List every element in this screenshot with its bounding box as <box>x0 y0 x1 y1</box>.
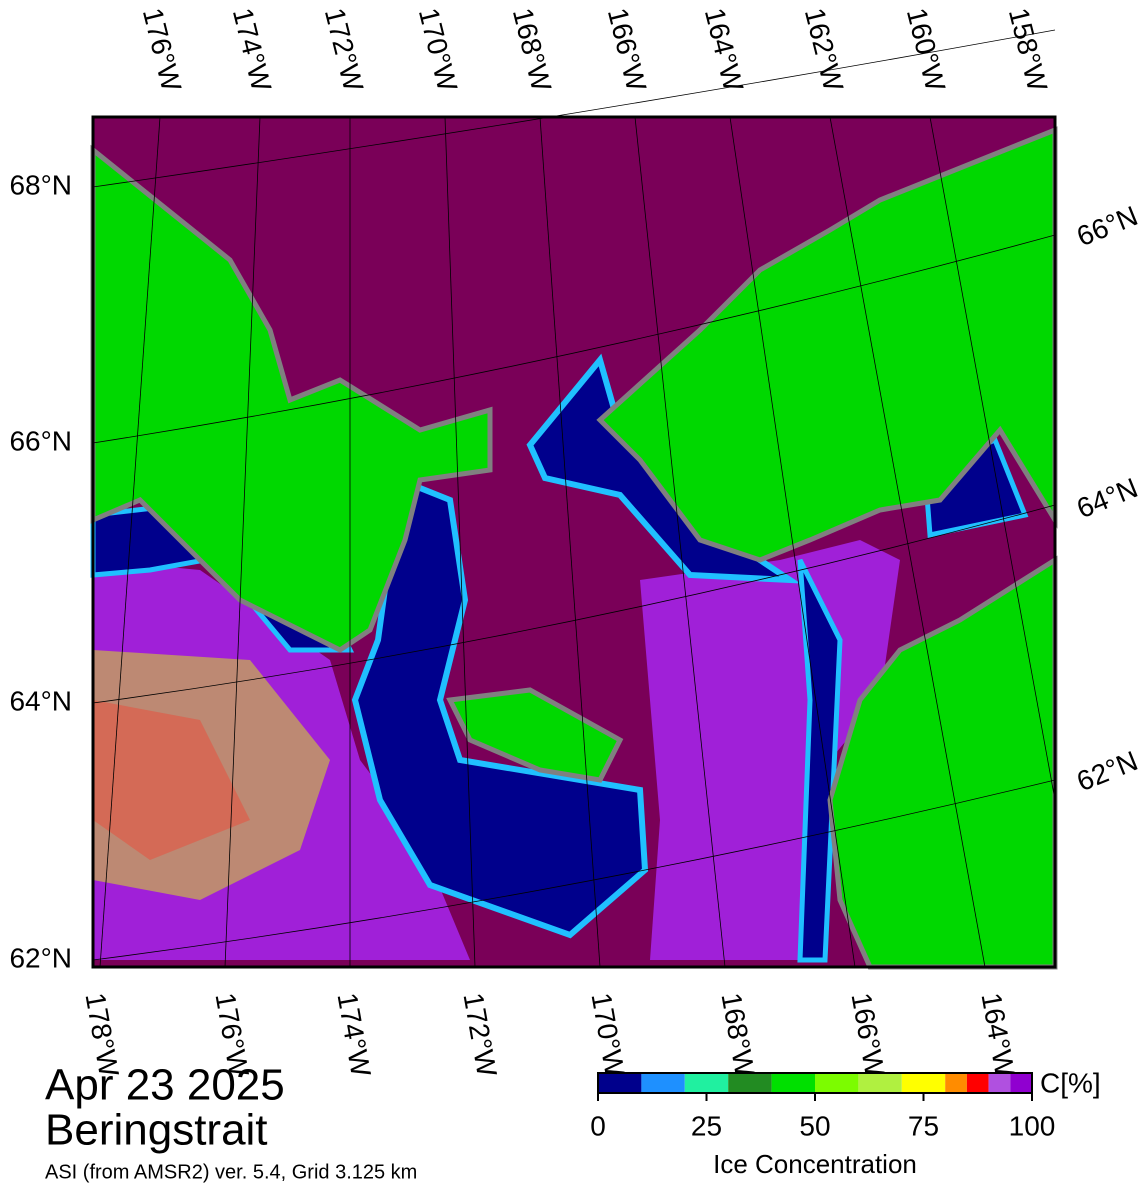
lon-label: 172°W <box>457 990 502 1079</box>
lon-label: 164°W <box>699 5 750 95</box>
colorbar-tick-label: 50 <box>799 1110 830 1141</box>
colorbar-bin <box>945 1073 967 1093</box>
colorbar-label: Ice Concentration <box>713 1149 917 1179</box>
source: ASI (from AMSR2) ver. 5.4, Grid 3.125 km <box>45 1161 417 1183</box>
lon-label: 166°W <box>845 990 890 1079</box>
sea-ice-mixed <box>93 650 330 900</box>
date: Apr 23 2025 <box>45 1061 285 1110</box>
region: Beringstrait <box>45 1106 268 1155</box>
lat-label: 68°N <box>9 169 72 200</box>
colorbar-bin <box>684 1073 729 1093</box>
lon-label: 162°W <box>799 5 850 95</box>
colorbar-tick-label: 75 <box>908 1110 939 1141</box>
colorbar-unit: C[%] <box>1040 1067 1101 1098</box>
colorbar-tick-label: 0 <box>590 1110 606 1141</box>
lon-label: 166°W <box>602 5 653 95</box>
lat-label: 66°N <box>9 425 72 456</box>
lon-label: 174°W <box>331 990 376 1079</box>
lat-label: 64°N <box>9 685 72 716</box>
land-chukotka <box>90 144 493 653</box>
colorbar-bin <box>988 1073 1011 1093</box>
lon-label: 158°W <box>1003 5 1054 95</box>
colorbar-bin <box>728 1073 772 1093</box>
lat-label: 62°N <box>1072 745 1142 797</box>
lat-label: 62°N <box>9 942 72 973</box>
sea-ice-mixed <box>93 700 250 860</box>
colorbar-bin <box>771 1073 815 1093</box>
lon-label: 164°W <box>975 990 1020 1079</box>
colorbar-tick-label: 25 <box>691 1110 722 1141</box>
lat-label: 66°N <box>1072 200 1142 252</box>
lon-label: 170°W <box>585 990 630 1079</box>
lon-label: 168°W <box>507 5 558 95</box>
land-st-lawrence-island <box>446 687 624 783</box>
open-water <box>526 353 801 584</box>
colorbar-tick-label: 100 <box>1009 1110 1056 1141</box>
colorbar-bin <box>815 1073 859 1093</box>
graticule <box>92 29 1056 968</box>
land-alaska <box>596 126 1058 563</box>
lat-label: 64°N <box>1072 472 1142 524</box>
lon-label: 176°W <box>137 5 188 95</box>
colorbar-bin <box>966 1073 989 1093</box>
map <box>90 29 1058 970</box>
lon-label: 174°W <box>227 5 278 95</box>
colorbar-bin <box>1010 1073 1032 1093</box>
colorbar-bin <box>858 1073 902 1093</box>
colorbar-bin <box>901 1073 946 1093</box>
map-frame <box>91 115 1057 969</box>
lon-label: 168°W <box>715 990 760 1079</box>
lon-label: 172°W <box>319 5 370 95</box>
colorbar-bin <box>598 1073 642 1093</box>
lon-label: 170°W <box>413 5 464 95</box>
colorbar-bin <box>641 1073 685 1093</box>
